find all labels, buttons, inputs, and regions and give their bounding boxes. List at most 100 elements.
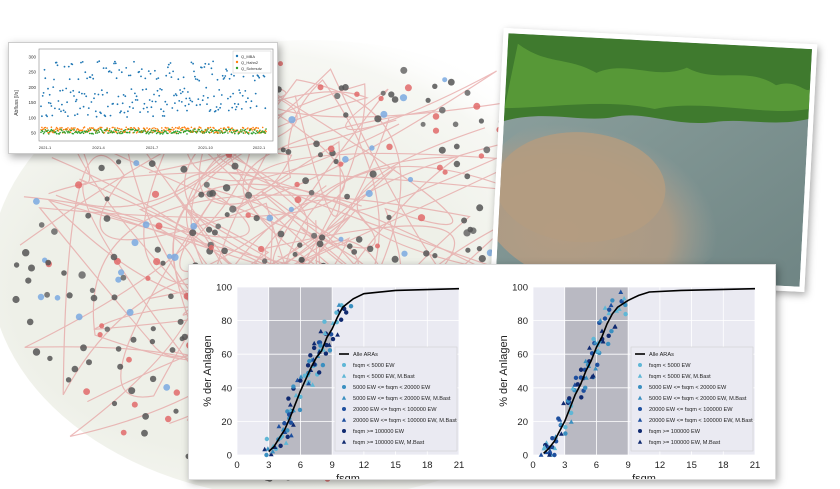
- ts-point: [55, 132, 58, 135]
- ts-point: [241, 129, 244, 131]
- map-plant-marker: [432, 83, 438, 90]
- ts-point: [244, 90, 247, 92]
- ts-point: [94, 110, 97, 113]
- ts-point: [190, 126, 193, 129]
- ts-point: [117, 129, 120, 132]
- map-plant-marker: [375, 243, 380, 249]
- ts-point: [212, 130, 214, 132]
- ts-point: [66, 128, 68, 131]
- ts-point: [177, 78, 180, 81]
- scatter-point: [318, 343, 323, 348]
- map-plant-marker: [452, 121, 459, 128]
- ts-point: [205, 131, 207, 133]
- ts-point: [49, 102, 52, 105]
- ts-point: [142, 107, 145, 110]
- map-plant-marker: [165, 415, 172, 423]
- map-plant-marker: [308, 189, 315, 196]
- scatter-point: [608, 302, 614, 308]
- ts-point: [55, 61, 58, 64]
- ts-point: [82, 132, 85, 135]
- scatter-point: [595, 362, 600, 368]
- scatter-point: [612, 323, 618, 329]
- map-plant-marker: [154, 246, 161, 253]
- scatter-point: [348, 303, 354, 309]
- ts-point: [181, 126, 184, 129]
- ts-point: [110, 130, 113, 132]
- ts-point: [207, 63, 210, 65]
- ts-point: [67, 132, 69, 134]
- scatter-point: [283, 440, 289, 445]
- map-plant-marker: [432, 113, 440, 120]
- scatter-point: [610, 298, 615, 303]
- map-plant-marker: [104, 326, 111, 332]
- map-plant-marker: [126, 308, 134, 316]
- map-plant-marker: [28, 264, 35, 272]
- map-plant-marker: [343, 112, 349, 118]
- cdf-chart-1: 0 20 40 60 80 100 0 3 6 9 12 15 18 21 fsqm % der Anlage…: [202, 283, 464, 486]
- ts-point: [165, 131, 167, 133]
- ts-point: [220, 103, 222, 105]
- ts-point: [143, 102, 146, 105]
- ts-point: [161, 127, 163, 129]
- map-plant-marker: [111, 400, 118, 407]
- ts-xtick-label: 2021-1: [39, 145, 52, 150]
- ts-point: [63, 131, 66, 133]
- ts-point: [98, 60, 101, 63]
- y-tick-label: 20: [221, 417, 232, 428]
- ts-point: [237, 103, 240, 106]
- ts-point: [52, 86, 55, 88]
- ts-point: [58, 108, 61, 110]
- ts-legend-box: [232, 50, 272, 74]
- ts-point: [77, 78, 80, 81]
- map-plant-marker: [388, 91, 395, 98]
- ts-point: [97, 93, 100, 96]
- ts-point: [213, 95, 215, 98]
- ts-point: [63, 65, 66, 68]
- ts-point: [147, 131, 149, 133]
- ts-point: [178, 100, 181, 102]
- map-plant-marker: [280, 147, 286, 153]
- ts-point: [227, 109, 230, 112]
- map-plant-marker: [420, 121, 426, 127]
- ts-point: [203, 132, 206, 134]
- ts-point: [97, 127, 100, 130]
- ts-point: [56, 64, 59, 67]
- scatter-point: [609, 328, 614, 334]
- ts-point: [159, 88, 162, 90]
- ts-point: [244, 128, 247, 131]
- scatter-point: [563, 424, 568, 430]
- ts-point: [167, 66, 169, 69]
- ts-point: [264, 107, 267, 110]
- legend-label: 20000 EW <= fsqm < 100000 EW: [649, 407, 733, 413]
- ts-point: [152, 131, 154, 133]
- ts-point: [189, 129, 192, 132]
- scatter-point: [602, 305, 608, 310]
- scatter-point: [561, 400, 566, 406]
- ts-point: [46, 130, 48, 133]
- ts-point: [174, 131, 176, 134]
- ts-point: [105, 130, 107, 132]
- map-plant-marker: [288, 206, 294, 212]
- ts-ytick-label: 200: [28, 85, 36, 90]
- map-plant-marker: [436, 164, 443, 171]
- y-tick-label: 100: [216, 283, 232, 294]
- scatter-point: [282, 429, 288, 434]
- legend-label: 5000 EW <= fsqm < 20000 EW, M.Bast: [353, 396, 451, 402]
- map-plant-marker: [245, 191, 253, 199]
- ts-point: [65, 87, 68, 90]
- ts-point: [44, 126, 47, 129]
- ts-point: [190, 61, 193, 64]
- ts-point: [79, 107, 81, 110]
- ts-point: [154, 127, 157, 130]
- ts-point: [195, 132, 198, 134]
- ts-point: [205, 86, 208, 89]
- ts-point: [183, 87, 186, 90]
- ts-point: [257, 127, 260, 129]
- ts-point: [74, 127, 76, 129]
- ts-point: [166, 103, 168, 106]
- scatter-point: [547, 448, 553, 453]
- map-plant-marker: [97, 332, 103, 338]
- map-plant-marker: [447, 78, 455, 86]
- ts-point: [239, 92, 242, 94]
